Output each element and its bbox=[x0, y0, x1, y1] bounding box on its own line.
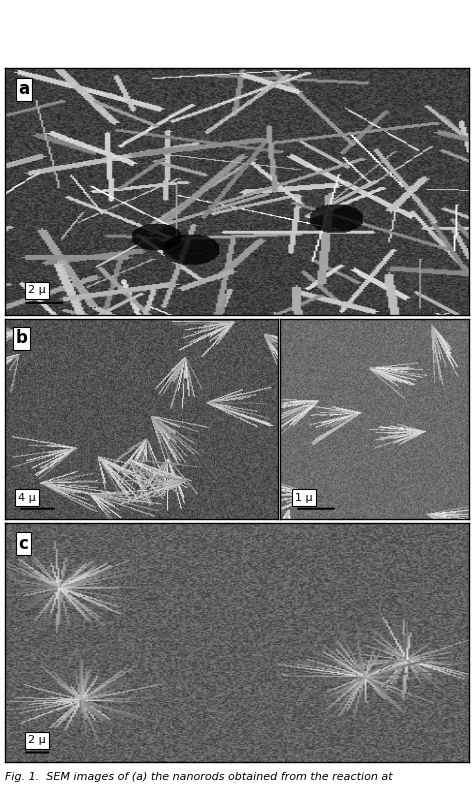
Text: b: b bbox=[16, 330, 27, 347]
Text: 1 μ: 1 μ bbox=[295, 492, 313, 503]
Text: 4 μ: 4 μ bbox=[18, 492, 36, 503]
Text: 2 μ: 2 μ bbox=[28, 286, 46, 295]
Text: c: c bbox=[18, 535, 28, 553]
Text: Fig. 1.  SEM images of (a) the nanorods obtained from the reaction at: Fig. 1. SEM images of (a) the nanorods o… bbox=[5, 772, 392, 782]
Text: a: a bbox=[18, 81, 30, 98]
Text: 2 μ: 2 μ bbox=[28, 735, 46, 745]
